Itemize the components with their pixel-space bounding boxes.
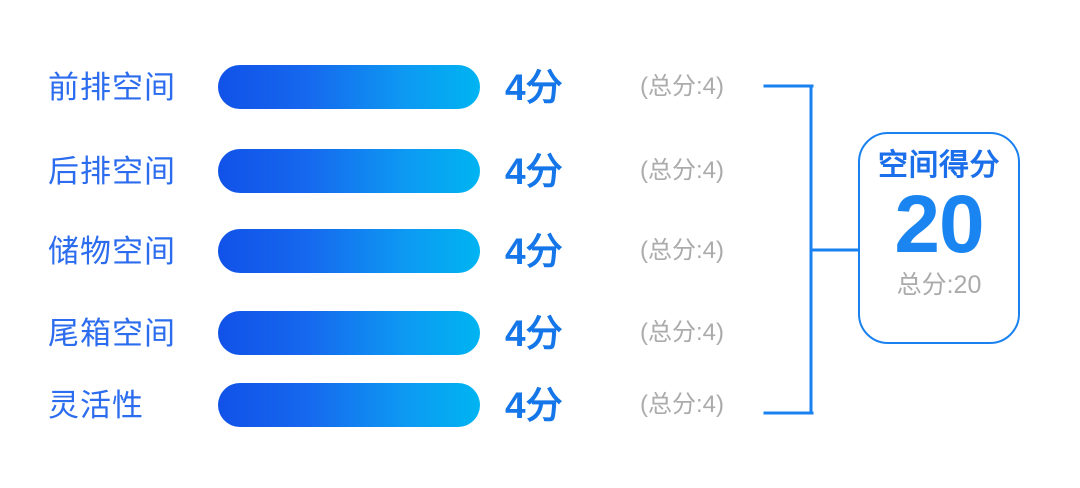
metric-bar-track [218,383,480,427]
metric-bar-fill [218,229,480,273]
metric-label: 后排空间 [48,153,176,189]
metric-bar-fill [218,149,480,193]
metric-row: 灵活性 4分 (总分:4) [0,382,820,428]
metric-total: (总分:4) [640,237,724,264]
metric-label: 灵活性 [48,387,144,423]
metric-score: 4分 [505,230,563,272]
metric-bar-fill [218,65,480,109]
metric-bar-track [218,65,480,109]
metric-score: 4分 [505,66,563,108]
metric-label: 前排空间 [48,69,176,105]
metric-row: 储物空间 4分 (总分:4) [0,228,820,274]
metric-score: 4分 [505,384,563,426]
metric-bar-track [218,229,480,273]
metric-bar-fill [218,383,480,427]
metric-total: (总分:4) [640,391,724,418]
summary-card: 空间得分 20 总分:20 [858,132,1020,344]
summary-card-value: 20 [894,178,984,270]
metric-bar-fill [218,311,480,355]
metric-label: 尾箱空间 [48,315,176,351]
metric-total: (总分:4) [640,73,724,100]
metric-score: 4分 [505,312,563,354]
metric-row: 前排空间 4分 (总分:4) [0,64,820,110]
metric-score: 4分 [505,150,563,192]
summary-card-total: 总分:20 [896,271,982,300]
metric-label: 储物空间 [48,233,176,269]
metric-total: (总分:4) [640,319,724,346]
metric-rows: 前排空间 4分 (总分:4) 后排空间 4分 (总分:4) 储物空间 4分 (总… [0,64,820,428]
metric-row: 后排空间 4分 (总分:4) [0,148,820,194]
metric-bar-track [218,311,480,355]
metric-bar-track [218,149,480,193]
metric-row: 尾箱空间 4分 (总分:4) [0,310,820,356]
summary-card-title: 空间得分 [878,149,1000,182]
metric-total: (总分:4) [640,157,724,184]
